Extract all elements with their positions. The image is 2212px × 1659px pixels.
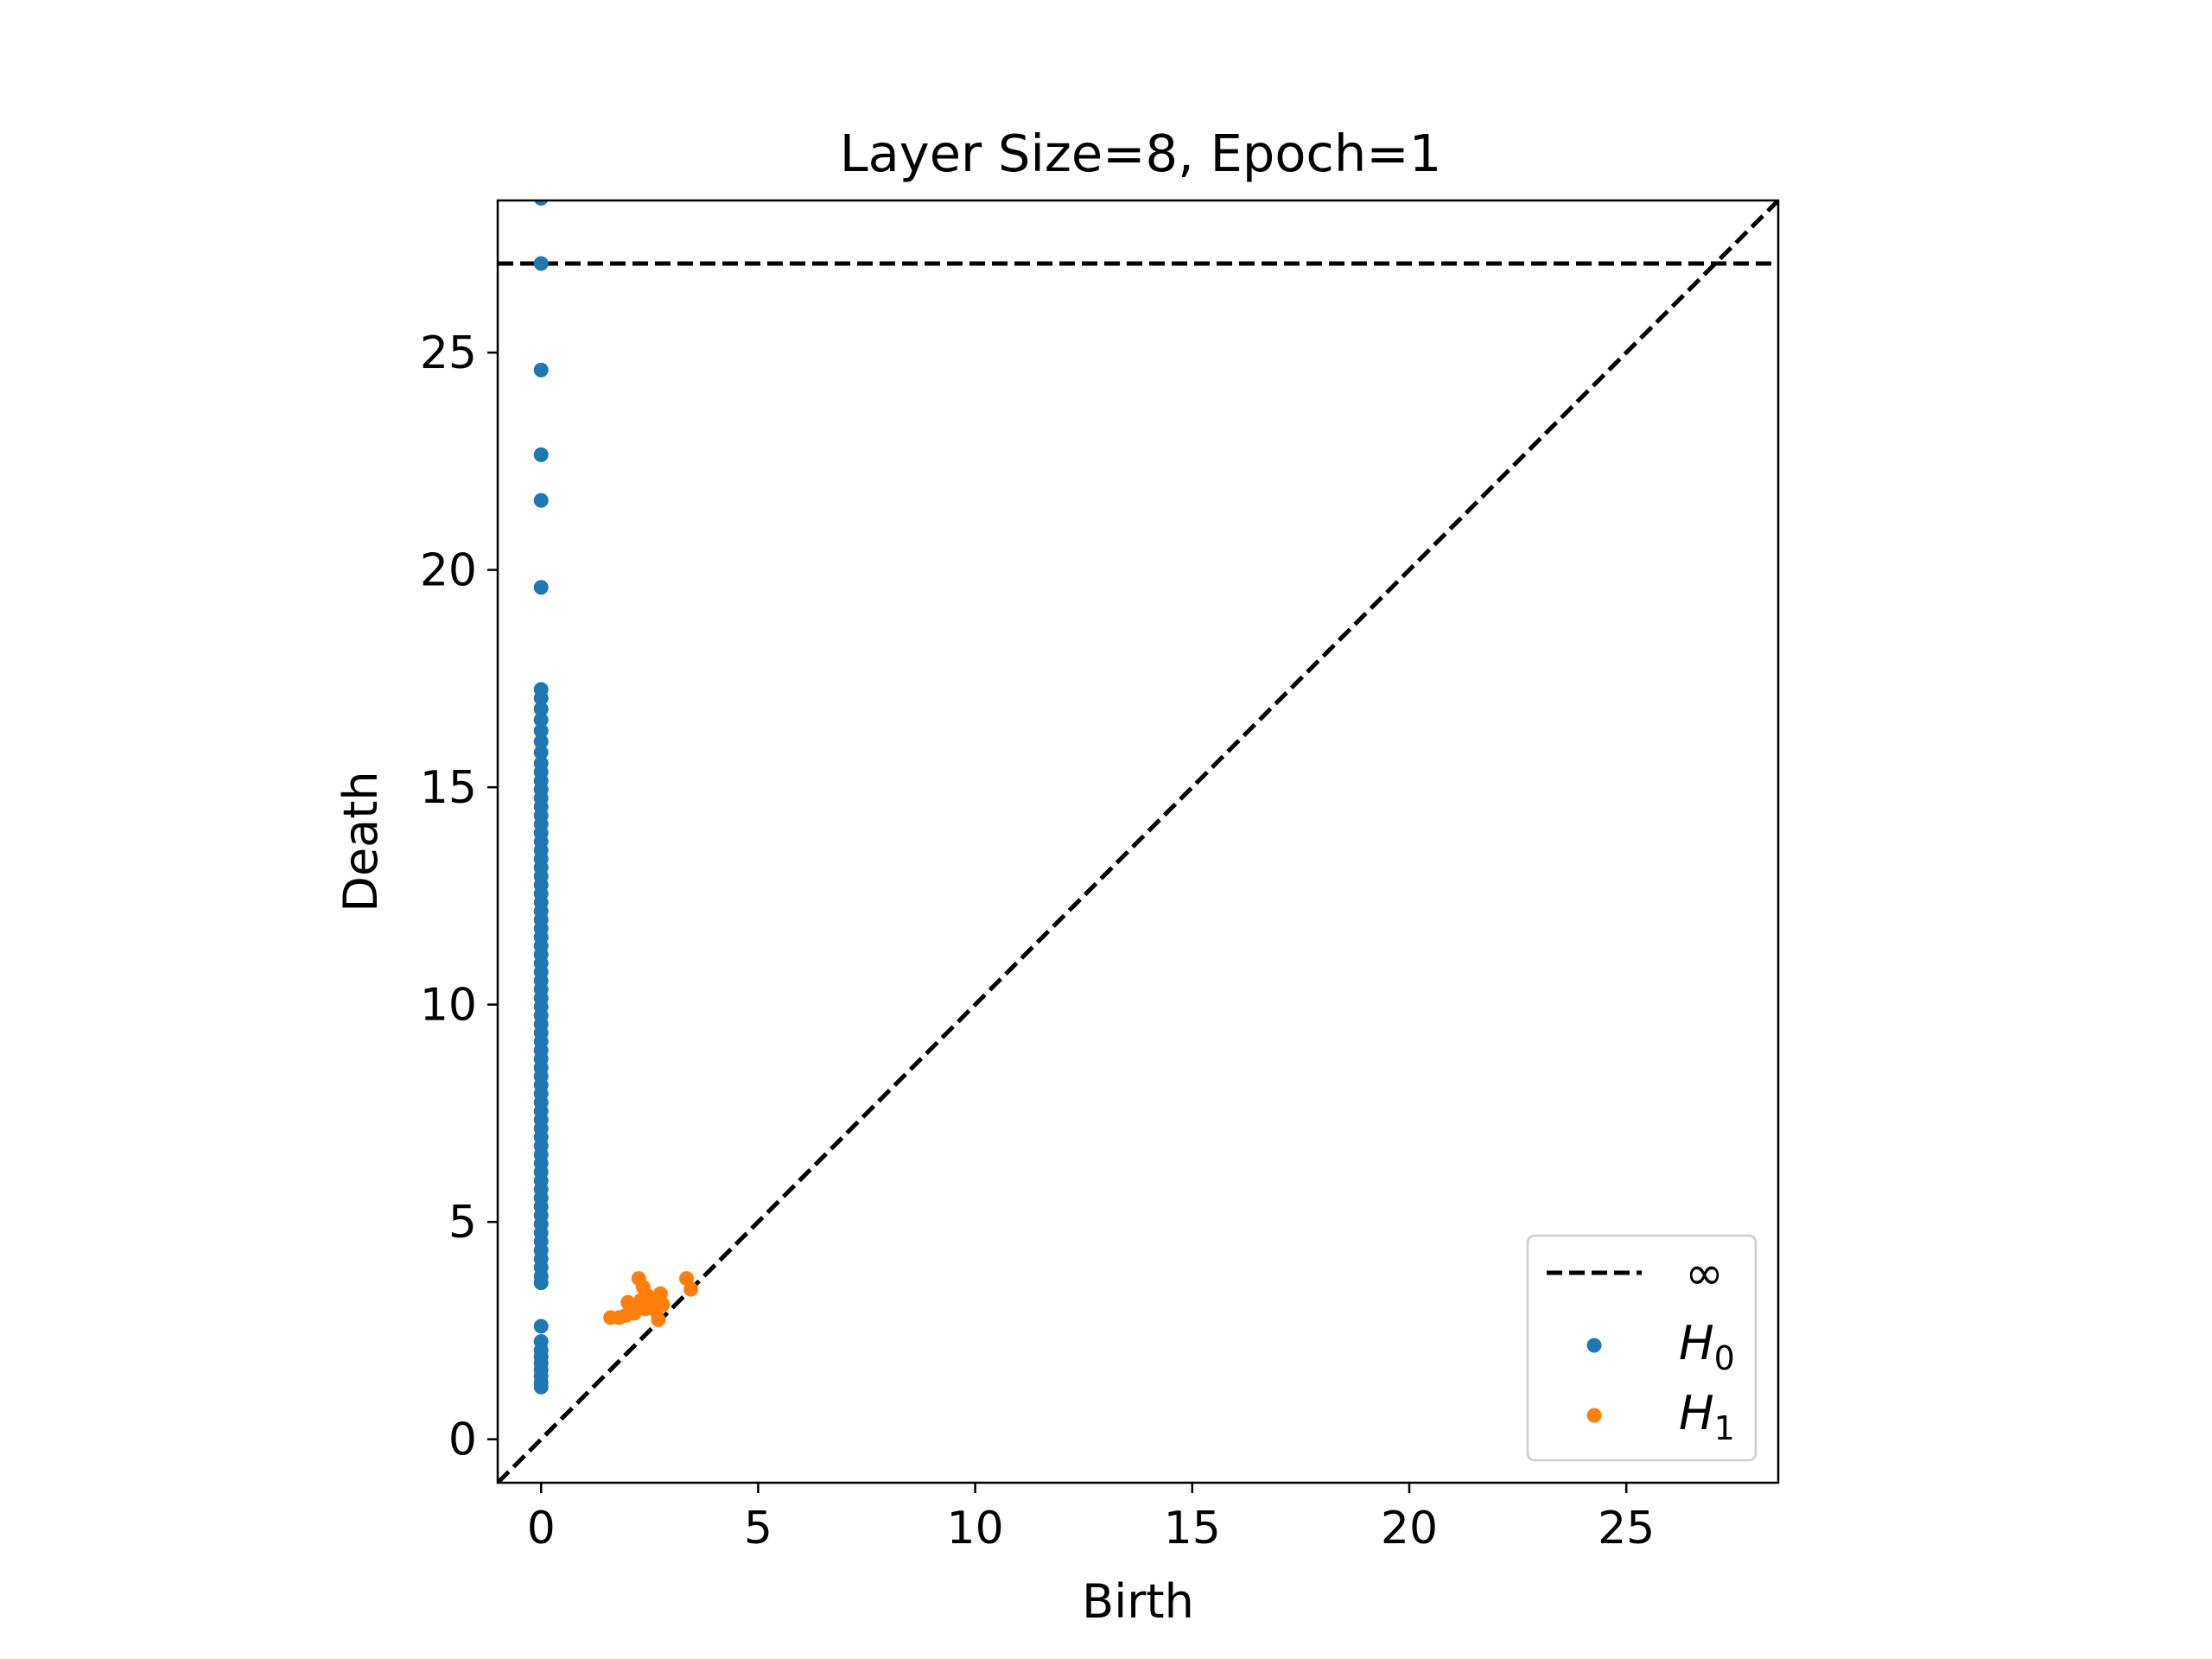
h0-point (533, 734, 549, 749)
h0-point (533, 723, 549, 739)
plot-frame (496, 199, 1780, 1484)
h1-point (651, 1312, 666, 1327)
legend-h1-label: H1 (1679, 1386, 1735, 1447)
y-tick-label: 0 (448, 1414, 477, 1466)
h0-point (533, 1319, 549, 1334)
y-tick-label: 10 (420, 980, 477, 1032)
h0-point (533, 1275, 549, 1291)
legend-h1-name: H (1679, 1386, 1714, 1440)
x-tick-label: 15 (1164, 1503, 1221, 1554)
h0-point (533, 447, 549, 462)
diagonal-line (498, 200, 1778, 1483)
x-tick-label: 0 (527, 1503, 556, 1554)
legend: ∞ H0 H1 (1526, 1234, 1758, 1462)
h0-point (533, 493, 549, 508)
y-tick-label: 20 (420, 545, 477, 597)
x-tick-label: 10 (947, 1503, 1004, 1554)
legend-infinity-label: ∞ (1685, 1246, 1724, 1300)
x-axis-ticks: 0 5 10 15 20 25 (527, 1483, 1655, 1554)
h0-point (533, 1379, 549, 1395)
h1-point (683, 1281, 699, 1297)
x-axis-label: Birth (1082, 1574, 1194, 1629)
h0-point (533, 712, 549, 728)
chart-title: Layer Size=8, Epoch=1 (840, 124, 1441, 183)
plot-area (496, 199, 1780, 1484)
legend-frame (1526, 1234, 1758, 1462)
h0-point (533, 580, 549, 595)
data-points (533, 200, 699, 1395)
h0-point (533, 702, 549, 717)
h1-point (655, 1297, 671, 1313)
x-tick-label: 5 (744, 1503, 772, 1554)
reference-lines (498, 200, 1778, 1483)
legend-h1-marker (1586, 1408, 1602, 1423)
h0-point (533, 362, 549, 378)
x-tick-label: 20 (1381, 1503, 1438, 1554)
h0-point (533, 690, 549, 706)
h0-point (533, 745, 549, 760)
y-tick-label: 5 (448, 1197, 477, 1249)
legend-h0-marker (1586, 1338, 1602, 1353)
y-tick-label: 15 (420, 762, 477, 814)
h1-point (652, 1286, 668, 1301)
legend-h0-label: H0 (1679, 1316, 1735, 1377)
y-axis-label: Death (334, 771, 388, 912)
y-axis-ticks: 0 5 10 15 20 25 (420, 327, 498, 1466)
x-tick-label: 25 (1598, 1503, 1655, 1554)
legend-h1-subscript: 1 (1714, 1409, 1735, 1447)
h0-point (534, 200, 549, 206)
legend-h0-subscript: 0 (1714, 1339, 1735, 1377)
y-tick-label: 25 (420, 327, 477, 379)
h0-point (533, 256, 549, 271)
legend-h0-name: H (1679, 1316, 1714, 1370)
